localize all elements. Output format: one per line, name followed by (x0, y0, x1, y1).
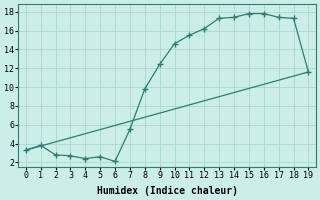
X-axis label: Humidex (Indice chaleur): Humidex (Indice chaleur) (97, 186, 237, 196)
